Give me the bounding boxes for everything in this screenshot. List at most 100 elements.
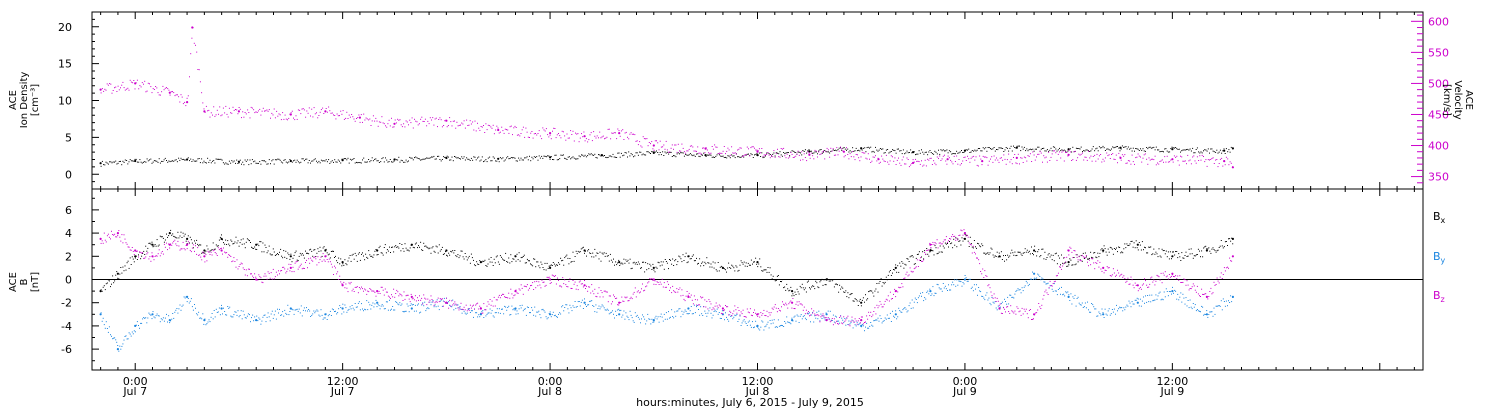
sample-velocity [981,164,983,166]
sample-Bx [797,291,799,293]
sample-Bx [365,253,367,255]
sample-velocity [791,153,793,155]
sample-By [245,317,247,319]
sample-Bx [169,232,171,234]
sample-By [1212,315,1214,317]
sample-density [555,154,557,156]
sample-By [1152,300,1154,302]
sample-density [1102,145,1104,147]
sample-By [395,301,397,303]
sample-Bx [367,257,369,259]
sample-density [846,149,847,151]
sample-velocity [438,119,440,120]
sample-velocity [1010,159,1012,161]
sample-Bx [1070,259,1072,261]
sample-Bz [268,272,270,274]
sample-By [777,319,779,321]
sample-By [516,310,518,312]
sample-velocity [399,119,401,121]
sample-density [339,160,340,162]
sample-Bx [1131,240,1133,242]
sample-By [352,307,354,309]
sample-velocity [139,85,141,87]
sample-Bx [1128,244,1130,246]
sample-By [325,313,327,315]
sample-By [1022,290,1024,292]
sample-velocity [752,146,754,148]
sample-By [963,283,965,285]
sample-By [1076,298,1078,299]
sample-Bx [1041,248,1043,250]
sample-density [813,152,815,154]
sample-Bz [298,266,300,268]
sample-By [455,307,457,309]
sample-Bx [802,287,804,289]
sample-Bz [130,249,132,251]
sample-velocity [1005,163,1007,165]
sample-density [1065,150,1066,152]
sample-velocity [622,129,624,131]
sample-By [1028,283,1030,285]
sample-density [598,154,599,156]
sample-velocity [493,133,495,135]
sample-Bx [700,265,702,267]
sample-By [616,315,618,316]
sample-velocity [207,110,209,112]
sample-By [1125,306,1127,308]
sample-By [318,314,320,316]
sample-velocity [443,125,445,126]
sample-Bz [510,288,512,290]
sample-velocity [1130,163,1132,165]
sample-By [999,306,1001,308]
sample-By [659,316,661,318]
sample-Bx [319,246,321,248]
sample-By [120,348,122,350]
sample-By [1118,308,1120,310]
sample-By [1147,295,1149,296]
sample-Bz [796,301,798,303]
sample-velocity [1127,160,1129,162]
sample-velocity [697,146,699,148]
sample-density [463,156,465,158]
sample-Bx [799,285,801,287]
sample-density [333,161,334,163]
sample-Bx [957,238,959,240]
sample-By [675,315,677,317]
sample-velocity [651,141,653,143]
sample-Bx [1202,256,1204,258]
sample-velocity [518,134,520,136]
sample-Bx [680,258,682,260]
sample-Bx [871,290,873,292]
sample-velocity [219,106,221,108]
sample-By [182,304,184,306]
sample-Bx [909,256,911,258]
sample-Bz [692,303,694,305]
sample-velocity [720,152,722,154]
sample-Bz [399,293,401,295]
sample-Bx [692,254,694,256]
sample-density [1048,150,1050,152]
sample-density [1034,148,1036,150]
sample-density [1094,150,1096,152]
sample-Bz [351,290,353,292]
sample-velocity [831,150,833,152]
sample-Bz [614,296,615,298]
sample-By [1062,294,1064,296]
sample-Bx [1109,246,1111,248]
sample-velocity [283,118,285,120]
sample-By [374,303,376,305]
sample-By [303,307,305,309]
sample-Bx [883,283,885,285]
sample-Bz [534,281,536,283]
sample-By [878,320,880,322]
sample-By [342,303,344,305]
sample-velocity [345,117,347,119]
sample-Bz [599,296,601,298]
sample-velocity [771,154,772,156]
sample-By [368,301,370,303]
sample-velocity [1031,161,1033,162]
sample-Bx [102,286,104,288]
sample-density [156,160,158,162]
sample-Bx [789,289,791,291]
sample-By [686,313,688,315]
